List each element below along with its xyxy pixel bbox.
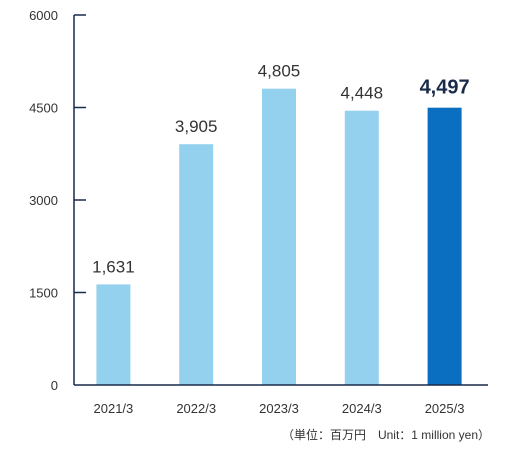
bar-2023-3 <box>262 88 296 386</box>
x-axis: 2021/3 2022/3 2023/3 2024/3 2025/3 <box>74 384 488 416</box>
data-label: 1,631 <box>92 257 135 276</box>
x-tick-label: 2023/3 <box>259 401 299 416</box>
bar-2022-3 <box>179 144 214 385</box>
y-tick-label: 6000 <box>29 8 58 23</box>
data-label: 3,905 <box>175 117 218 136</box>
bar-2024-3 <box>344 110 379 385</box>
x-tick-label: 2025/3 <box>425 401 465 416</box>
bars <box>96 88 462 386</box>
bar-2025-3 <box>427 107 462 385</box>
y-tick-label: 0 <box>51 378 58 393</box>
x-tick-label: 2021/3 <box>94 401 134 416</box>
y-tick-label: 1500 <box>29 286 58 301</box>
data-label: 4,448 <box>341 84 384 103</box>
x-tick-label: 2022/3 <box>176 401 216 416</box>
y-tick-label: 4500 <box>29 101 58 116</box>
data-labels: 1,631 3,905 4,805 4,448 4,497 <box>92 62 470 277</box>
x-tick-label: 2024/3 <box>342 401 382 416</box>
y-axis: 0 1500 3000 4500 6000 <box>29 8 86 393</box>
bar-2021-3 <box>96 284 131 385</box>
y-tick-label: 3000 <box>29 193 58 208</box>
unit-note: （単位：百万円 Unit：1 million yen） <box>281 428 490 442</box>
data-label: 4,805 <box>258 62 301 81</box>
data-label: 4,497 <box>420 77 470 99</box>
